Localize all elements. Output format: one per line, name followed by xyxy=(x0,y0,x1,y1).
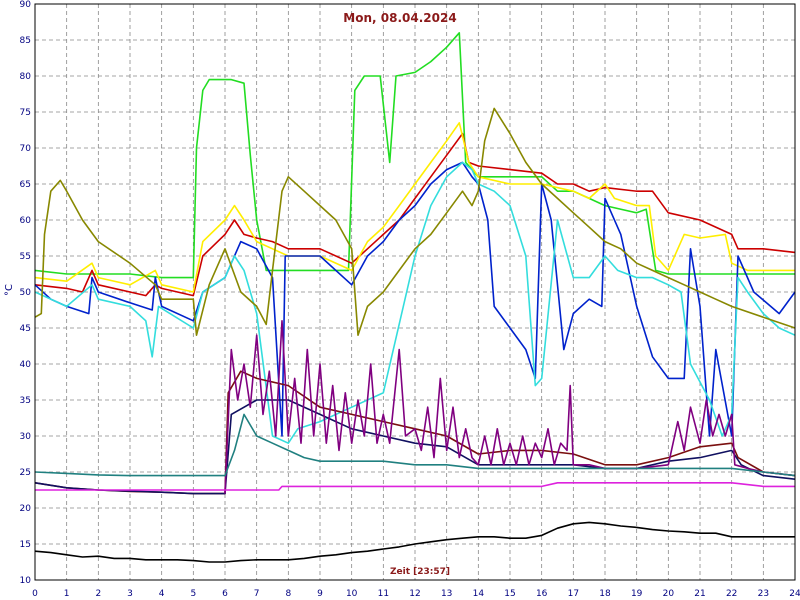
y-tick-label: 65 xyxy=(20,180,31,190)
y-tick-label: 85 xyxy=(20,36,31,46)
y-tick-label: 35 xyxy=(20,396,31,406)
series-line-10 xyxy=(34,413,796,477)
x-tick-label: 5 xyxy=(190,589,196,599)
y-tick-label: 15 xyxy=(20,540,31,550)
chart-title: Mon, 08.04.2024 xyxy=(343,11,456,25)
x-tick-label: 11 xyxy=(378,589,389,599)
y-tick-label: 25 xyxy=(20,468,31,478)
x-tick-label: 24 xyxy=(789,589,800,599)
y-tick-label: 50 xyxy=(20,288,32,298)
x-tick-label: 12 xyxy=(409,589,420,599)
x-tick-label: 21 xyxy=(694,589,705,599)
y-tick-label: 40 xyxy=(20,360,32,370)
x-tick-label: 14 xyxy=(473,589,485,599)
x-tick-label: 20 xyxy=(663,589,675,599)
plot-frame xyxy=(34,3,796,581)
x-tick-label: 4 xyxy=(159,589,165,599)
x-tick-label: 10 xyxy=(346,589,358,599)
series-line-3 xyxy=(34,122,795,293)
series-line-1 xyxy=(34,31,795,279)
y-tick-label: 10 xyxy=(20,576,32,586)
x-tick-label: 0 xyxy=(32,589,38,599)
x-tick-label: 17 xyxy=(568,589,579,599)
series-line-11 xyxy=(35,481,795,491)
series-line-5 xyxy=(34,161,796,445)
x-tick-label: 15 xyxy=(504,589,515,599)
y-tick-label: 45 xyxy=(20,324,31,334)
x-tick-label: 2 xyxy=(95,589,101,599)
x-tick-label: 9 xyxy=(317,589,323,599)
series-line-6 xyxy=(34,107,796,337)
y-tick-labels: 10 15 20 25 30 35 40 45 50 55 60 65 70 75 80 85 90 xyxy=(20,0,32,586)
y-tick-label: 90 xyxy=(20,0,32,10)
x-tick-labels: 0 1 2 3 4 5 6 7 8 9 10 11 12 13 14 15 16 17 18 19 20 21 22 23 24 xyxy=(32,589,800,599)
y-tick-label: 60 xyxy=(20,216,32,226)
x-tick-label: 13 xyxy=(441,589,452,599)
series-group xyxy=(34,31,796,563)
x-axis-label: Zeit [23:57] xyxy=(390,567,450,577)
x-tick-label: 16 xyxy=(536,589,548,599)
y-tick-label: 80 xyxy=(20,72,32,82)
y-tick-label: 20 xyxy=(20,504,32,514)
series-line-9 xyxy=(224,319,796,494)
x-tick-label: 22 xyxy=(726,589,737,599)
y-tick-label: 55 xyxy=(20,252,31,262)
y-axis-label: °C xyxy=(4,284,15,296)
x-tick-label: 1 xyxy=(64,589,70,599)
x-tick-label: 3 xyxy=(127,589,133,599)
series-line-12 xyxy=(34,521,795,563)
x-tick-label: 8 xyxy=(285,589,291,599)
x-tick-label: 23 xyxy=(758,589,769,599)
x-tick-label: 19 xyxy=(631,589,643,599)
x-tick-label: 18 xyxy=(599,589,611,599)
y-tick-label: 30 xyxy=(20,432,32,442)
series-line-8 xyxy=(34,399,796,495)
y-tick-label: 75 xyxy=(20,108,31,118)
x-tick-label: 6 xyxy=(222,589,228,599)
x-tick-label: 7 xyxy=(254,589,260,599)
y-tick-label: 70 xyxy=(20,144,32,154)
